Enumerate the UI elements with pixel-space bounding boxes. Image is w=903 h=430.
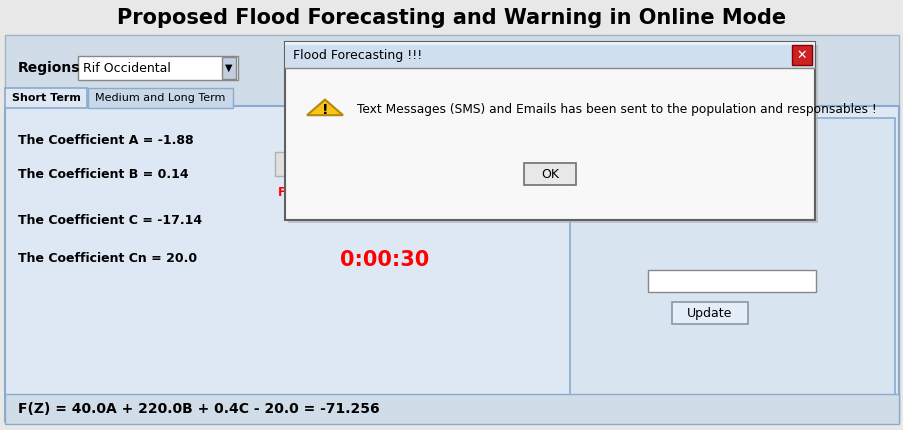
- Text: Runoff Value: Runoff Value: [683, 209, 779, 221]
- Text: Forecast: Forecast: [290, 157, 340, 171]
- Bar: [5, 106, 898, 421]
- Text: Change the: Change the: [689, 188, 774, 202]
- Bar: [671, 302, 747, 324]
- Text: Text Messages (SMS) and Emails has been sent to the population and responsables : Text Messages (SMS) and Emails has been …: [357, 104, 876, 117]
- Bar: [5, 394, 898, 424]
- Text: F(Z) = 40.0A + 220.0B + 0.4C - 20.0 = -71.256: F(Z) = 40.0A + 220.0B + 0.4C - 20.0 = -7…: [18, 402, 379, 416]
- Text: Update: Update: [686, 307, 731, 319]
- Text: Medium and Long Term: Medium and Long Term: [95, 93, 225, 103]
- Bar: [88, 88, 233, 108]
- Text: OK: OK: [540, 168, 558, 181]
- Text: !: !: [321, 103, 328, 117]
- Bar: [284, 42, 815, 220]
- Bar: [286, 69, 812, 218]
- Polygon shape: [307, 100, 342, 115]
- Bar: [78, 56, 237, 80]
- Bar: [524, 163, 575, 185]
- Bar: [5, 88, 87, 108]
- Bar: [284, 42, 815, 68]
- Text: Regions: Regions: [18, 61, 80, 75]
- Bar: [222, 57, 236, 79]
- Text: Flood Forecasting !!!: Flood Forecasting !!!: [293, 49, 422, 61]
- Text: Rif Occidental: Rif Occidental: [83, 61, 171, 74]
- Text: ▼: ▼: [225, 63, 232, 73]
- Bar: [570, 118, 894, 408]
- Text: The Coefficient C = -17.14: The Coefficient C = -17.14: [18, 214, 202, 227]
- Text: Proposed Flood Forecasting and Warning in Online Mode: Proposed Flood Forecasting and Warning i…: [117, 8, 786, 28]
- Text: 0:00:30: 0:00:30: [340, 250, 429, 270]
- Text: Stop Forecast: Stop Forecast: [368, 157, 460, 171]
- Text: ✕: ✕: [796, 49, 806, 61]
- Text: The Coefficient A = -1.88: The Coefficient A = -1.88: [18, 133, 193, 147]
- Text: Short Term: Short Term: [12, 93, 80, 103]
- Bar: [275, 152, 355, 176]
- Bar: [647, 270, 815, 292]
- Bar: [284, 42, 815, 45]
- Text: Flood will occurs in : 72 minutes: Flood will occurs in : 72 minutes: [278, 187, 491, 200]
- Bar: [791, 45, 811, 65]
- Bar: [361, 152, 467, 176]
- Text: The Coefficient B = 0.14: The Coefficient B = 0.14: [18, 169, 189, 181]
- Text: The Coefficient Cn = 20.0: The Coefficient Cn = 20.0: [18, 252, 197, 264]
- Bar: [288, 45, 817, 223]
